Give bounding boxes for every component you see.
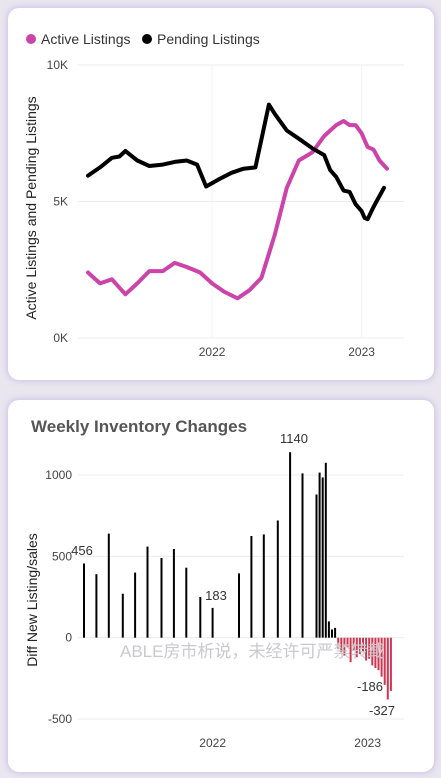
legend-marker-active [26,34,36,44]
bar [380,637,383,677]
data-label: -327 [369,703,395,718]
y-axis-label: Active Listings and Pending Listings [23,96,39,319]
bar [250,536,253,638]
bar [346,637,349,648]
data-label: 456 [71,543,93,558]
bar [121,593,124,638]
bar [365,637,368,661]
bar [340,637,343,653]
bar [146,546,149,638]
bar [160,558,163,638]
bar [374,637,377,668]
y-tick-label: 1000 [45,468,72,482]
bar [211,607,214,638]
bar [386,637,389,700]
series-line-active-listings [86,119,389,301]
y-tick-label: 10K [47,58,68,72]
bar [315,494,318,638]
x-tick-label: 2022 [199,345,226,359]
bar [343,637,346,656]
data-label: 1140 [280,431,308,446]
data-label: -186 [357,679,383,694]
y-axis-label: Diff New Listing/sales [24,533,40,667]
bar [321,477,324,638]
bar [352,637,355,651]
bar [358,637,361,654]
bar [276,520,279,638]
inventory-bar-chart-card: Weekly Inventory Changes -500 0 500 1000 202… [7,399,435,773]
bar [289,452,292,638]
legend-label-active: Active Listings [41,31,130,47]
data-label: 183 [205,588,227,603]
bar [134,572,137,638]
legend-label-pending: Pending Listings [157,31,260,47]
bar [301,473,304,638]
listings-line-chart: Active Listings Pending Listings 0K 5K 10K… [23,31,404,359]
bar [368,637,371,659]
bar [371,637,374,666]
bar [83,563,85,638]
inventory-bar-chart: Weekly Inventory Changes -500 0 500 1000 202… [24,417,404,750]
bar [185,567,188,638]
y-tick-label: 500 [52,549,72,563]
y-tick-label: -500 [48,712,72,726]
legend-marker-pending [142,34,152,44]
chart-title: Weekly Inventory Changes [31,417,247,436]
bar [318,472,321,638]
bar [262,534,265,638]
bar [95,574,98,638]
bar [327,621,330,638]
y-tick-label: 5K [53,195,68,209]
bar [362,637,364,653]
x-tick-label: 2022 [199,736,226,750]
bar [334,627,337,638]
bar [337,637,340,650]
bar [355,637,358,658]
bar [324,462,327,638]
x-tick-label: 2023 [348,345,375,359]
bar [107,533,110,638]
bar [389,637,392,691]
y-tick-label: 0K [53,331,68,345]
bar [377,637,380,671]
series-line-pending-listings [86,102,386,222]
bar [331,629,333,638]
listings-line-chart-card: Active Listings Pending Listings 0K 5K 10K… [7,7,435,381]
watermark: ABLE房市析说，未经许可严禁转载 [120,642,384,661]
bar [238,573,240,638]
x-tick-label: 2023 [354,736,381,750]
bar [383,637,386,685]
bar [199,597,202,638]
y-tick-label: 0 [65,631,72,645]
bar [172,549,175,638]
bar [349,637,352,663]
